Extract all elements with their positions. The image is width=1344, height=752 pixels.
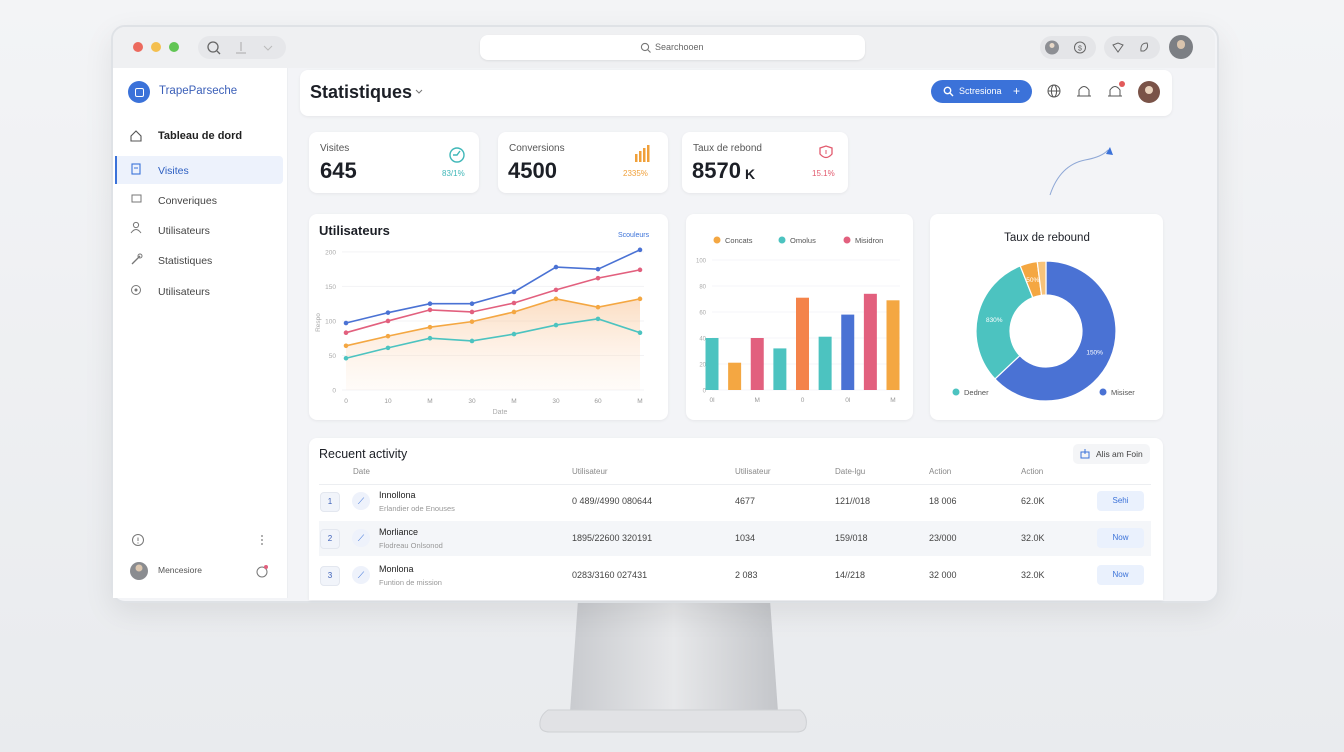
nav-item[interactable]: Converiques (158, 195, 217, 207)
kpi-label: Conversions (509, 143, 565, 154)
kpi-value: 4500 (508, 158, 557, 183)
donut-chart-card (930, 214, 1163, 420)
row-cell: 1034 (735, 533, 756, 543)
row-cell: 159/018 (835, 533, 868, 543)
chart-title: Utilisateurs (319, 223, 390, 238)
svg-text:$: $ (1078, 46, 1082, 53)
bar-chart-card (686, 214, 913, 420)
sidebar-footer-icons (130, 534, 268, 580)
kpi-card[interactable] (498, 132, 668, 193)
chart-title: Taux de rebound (1004, 232, 1090, 244)
row-cell: 0283/3160 027431 (572, 570, 648, 580)
column-header: Utilisateur (735, 467, 771, 476)
row-name: Innollona (379, 490, 416, 500)
row-cell: 1895/22600 320191 (572, 533, 653, 543)
address-text: Searchooen (655, 42, 704, 52)
kpi-icons (449, 145, 833, 163)
row-icon: ⟋ (352, 529, 370, 547)
row-action[interactable]: Sehi (1097, 491, 1144, 511)
row-cell: 4677 (735, 496, 756, 506)
column-header: Date-lgu (835, 467, 866, 476)
row-cell: 2 083 (735, 570, 758, 580)
row-name: Morliance (379, 527, 419, 537)
activity-title: Recuent activity (319, 447, 408, 461)
row-detail: Flodreau Onlsonod (379, 541, 443, 550)
row-cell: 14//218 (835, 570, 866, 580)
header-icons (1047, 81, 1160, 103)
nav-active-bg (115, 156, 283, 184)
kpi-change: 83/1% (442, 169, 465, 178)
row-cell: 32.0K (1021, 533, 1045, 543)
search-icon (640, 42, 651, 53)
kpi-change: 2335% (623, 169, 648, 178)
row-cell: 32.0K (1021, 570, 1045, 580)
line-chart-card (309, 214, 668, 420)
nav-item[interactable]: Statistiques (158, 255, 213, 267)
column-header: Date (353, 467, 370, 476)
browser-pill-2 (1104, 36, 1160, 59)
kpi-label: Visites (320, 143, 350, 154)
kpi-label: Taux de rebond (693, 143, 762, 154)
table-divider (319, 484, 1151, 485)
nav-item[interactable]: Utilisateurs (158, 286, 210, 298)
browser-pill-icons: $ (1045, 40, 1086, 55)
button-icon (943, 86, 954, 97)
toolbar-pill (198, 36, 286, 59)
nav-item[interactable]: Utilisateurs (158, 225, 210, 237)
column-header: Action (929, 467, 952, 476)
row-cell: 32 000 (929, 570, 957, 580)
page-title: Statistiques (310, 82, 413, 102)
address-bar[interactable]: Searchooen (480, 35, 865, 60)
browser-avatar[interactable] (1169, 35, 1193, 59)
button-plus: + (1013, 84, 1021, 98)
kpi-unit: K (745, 166, 756, 182)
window-minimize[interactable] (151, 42, 161, 52)
kpi-value: 8570 (692, 158, 741, 183)
kpi-card[interactable] (682, 132, 848, 193)
activity-card (309, 438, 1163, 600)
browser-pill: $ (1040, 36, 1096, 59)
row-name: Monlona (379, 564, 414, 574)
row-detail: Funtion de mission (379, 578, 442, 587)
column-header: Utilisateur (572, 467, 608, 476)
window-maximize[interactable] (169, 42, 179, 52)
row-icon: ⟋ (352, 566, 370, 584)
column-header: Action (1021, 467, 1044, 476)
chart-legend[interactable]: Scouleurs (618, 232, 650, 239)
row-cell: 23/000 (929, 533, 957, 543)
nav-item[interactable]: Tableau de dord (158, 130, 243, 142)
header-button[interactable]: Sctresiona + (931, 80, 1032, 103)
browser-pill-2-icons (1112, 42, 1149, 53)
brand-logo[interactable] (128, 81, 150, 103)
brand-name[interactable]: TrapeParseche (159, 85, 238, 97)
row-highlight (319, 521, 1151, 556)
row-index: 1 (320, 492, 340, 512)
window-close[interactable] (133, 42, 143, 52)
activity-button-icon (1080, 449, 1090, 459)
row-icon: ⟋ (352, 492, 370, 510)
nav-icons (130, 130, 143, 295)
activity-button[interactable]: Alis am Foin (1073, 444, 1150, 464)
title-chevron[interactable] (414, 87, 424, 97)
row-action[interactable]: Now (1097, 528, 1144, 548)
activity-button-label: Alis am Foin (1096, 449, 1143, 459)
row-cell: 62.0K (1021, 496, 1045, 506)
row-cell: 18 006 (929, 496, 957, 506)
row-detail: Erlandier ode Enouses (379, 504, 455, 513)
toolbar-icons (207, 41, 273, 55)
row-action[interactable]: Now (1097, 565, 1144, 585)
decor-line (1049, 147, 1113, 196)
row-cell: 121//018 (835, 496, 871, 506)
row-index: 3 (320, 566, 340, 586)
kpi-change: 15.1% (812, 169, 835, 178)
user-name[interactable]: Mencesiore (158, 565, 202, 575)
button-label: Sctresiona (959, 86, 1002, 96)
kpi-value: 645 (320, 158, 357, 183)
row-cell: 0 489//4990 080644 (572, 496, 653, 506)
kpi-card[interactable] (309, 132, 479, 193)
nav-item[interactable]: Visites (158, 165, 189, 177)
row-index: 2 (320, 529, 340, 549)
